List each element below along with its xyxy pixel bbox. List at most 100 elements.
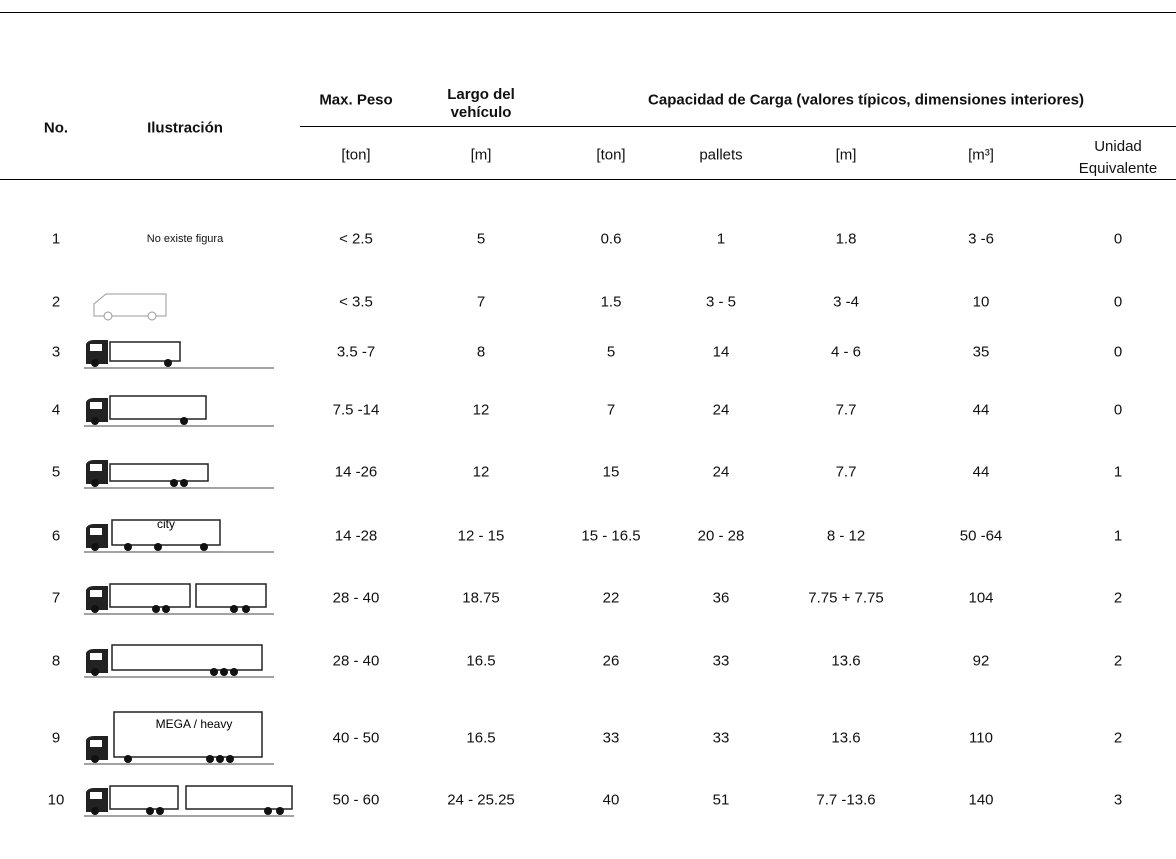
cell: 1.8	[836, 231, 857, 248]
truck-illustration	[84, 390, 299, 430]
illustration-label: city	[157, 517, 175, 531]
cell: 33	[713, 653, 730, 670]
cell: 28 - 40	[333, 590, 380, 607]
cell: 26	[603, 653, 620, 670]
cell: 0.6	[601, 231, 622, 248]
cell: 13.6	[831, 653, 860, 670]
cell: 24	[713, 464, 730, 481]
cell: 3 -6	[968, 231, 994, 248]
truck-illustration	[84, 452, 299, 492]
header-max-weight: Max. Peso	[319, 92, 392, 109]
cell: 7.75 + 7.75	[808, 590, 883, 607]
header-capacity: Capacidad de Carga (valores típicos, dim…	[648, 92, 1084, 109]
cell: 35	[973, 344, 990, 361]
truck-illustration: MEGA / heavy	[84, 708, 299, 768]
header-length: Largo del vehículo	[426, 86, 536, 122]
cell: 14	[713, 344, 730, 361]
cell: 10	[973, 294, 990, 311]
cell: 110	[969, 730, 993, 747]
cell: 51	[713, 792, 730, 809]
cell: 3 - 5	[706, 294, 736, 311]
header-illustration: Ilustración	[147, 120, 223, 137]
truck-illustration	[84, 641, 299, 681]
cell: 4 - 6	[831, 344, 861, 361]
cell: 36	[713, 590, 730, 607]
row-number: 1	[52, 231, 60, 248]
cell: 1	[1114, 528, 1122, 545]
cell: 14 -28	[335, 528, 378, 545]
page: {"header":{"no":"No.","illustration":"Il…	[0, 0, 1176, 859]
cell: 16.5	[466, 653, 495, 670]
cell: 3	[1114, 792, 1122, 809]
cell: 2	[1114, 730, 1122, 747]
cell: 2	[1114, 653, 1122, 670]
row-number: 4	[52, 402, 60, 419]
truck-illustration	[84, 780, 299, 820]
cell: 1	[717, 231, 725, 248]
cell: 33	[603, 730, 620, 747]
cell: 12 - 15	[458, 528, 505, 545]
cell: 5	[607, 344, 615, 361]
header-unit: [m]	[836, 147, 857, 164]
cell: 22	[603, 590, 620, 607]
truck-illustration	[84, 332, 299, 372]
cell: 50 - 60	[333, 792, 380, 809]
cell: 40 - 50	[333, 730, 380, 747]
row-number: 10	[48, 792, 65, 809]
header-bottom-rule	[0, 179, 1176, 180]
cell: 44	[973, 402, 990, 419]
cell: 7	[477, 294, 485, 311]
cell: 20 - 28	[698, 528, 745, 545]
cell: 12	[473, 402, 490, 419]
cell: 0	[1114, 231, 1122, 248]
cell: 24	[713, 402, 730, 419]
cell: 24 - 25.25	[447, 792, 515, 809]
truck-illustration	[84, 578, 299, 618]
cell: 8 - 12	[827, 528, 865, 545]
cell: 3 -4	[833, 294, 859, 311]
header-no: No.	[44, 120, 68, 137]
cell: 0	[1114, 402, 1122, 419]
row-number: 3	[52, 344, 60, 361]
header-unit: pallets	[699, 147, 742, 164]
cell: 44	[973, 464, 990, 481]
cell: < 3.5	[339, 294, 373, 311]
cell: 92	[973, 653, 990, 670]
cell: 0	[1114, 294, 1122, 311]
cell: 7.7	[836, 402, 857, 419]
top-rule	[0, 12, 1176, 13]
illustration-label: No existe figura	[147, 233, 223, 245]
row-number: 9	[52, 730, 60, 747]
cell: 3.5 -7	[337, 344, 375, 361]
cell: 7.7	[836, 464, 857, 481]
cell: 50 -64	[960, 528, 1003, 545]
cell: 2	[1114, 590, 1122, 607]
cell: < 2.5	[339, 231, 373, 248]
row-number: 6	[52, 528, 60, 545]
header-unit: Unidad Equivalente	[1073, 136, 1163, 180]
cell: 0	[1114, 344, 1122, 361]
row-number: 7	[52, 590, 60, 607]
cell: 8	[477, 344, 485, 361]
cell: 5	[477, 231, 485, 248]
row-number: 8	[52, 653, 60, 670]
row-number: 2	[52, 294, 60, 311]
cell: 15 - 16.5	[581, 528, 640, 545]
header-unit: [m]	[471, 147, 492, 164]
header-unit: [m³]	[968, 147, 994, 164]
cell: 104	[968, 590, 993, 607]
cell: 14 -26	[335, 464, 378, 481]
cell: 40	[603, 792, 620, 809]
cell: 18.75	[462, 590, 500, 607]
truck-illustration	[84, 282, 299, 322]
truck-illustration: city	[84, 516, 299, 556]
cell: 13.6	[831, 730, 860, 747]
cell: 28 - 40	[333, 653, 380, 670]
cell: 7.7 -13.6	[816, 792, 875, 809]
cell: 12	[473, 464, 490, 481]
illustration-label: MEGA / heavy	[156, 717, 233, 731]
cell: 1.5	[601, 294, 622, 311]
header-unit: [ton]	[596, 147, 625, 164]
cell: 7.5 -14	[333, 402, 380, 419]
header-rule	[300, 126, 1176, 127]
